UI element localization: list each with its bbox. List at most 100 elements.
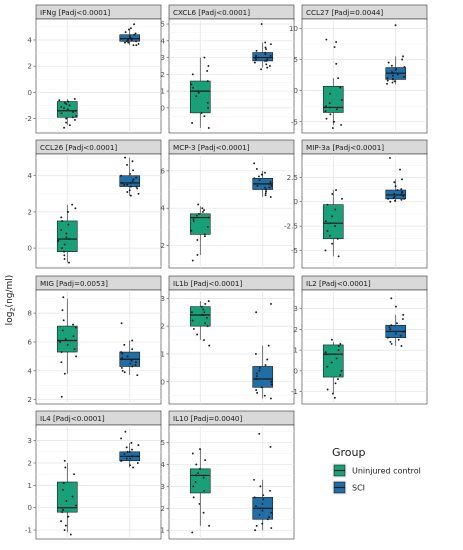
data-point	[120, 437, 123, 440]
data-point	[199, 448, 201, 451]
data-point	[134, 364, 137, 366]
data-point	[254, 353, 257, 355]
y-tick-label: 0	[293, 86, 298, 95]
data-point	[200, 111, 203, 114]
data-point	[264, 186, 266, 189]
data-point	[334, 382, 337, 385]
y-tick-label: 2	[27, 395, 32, 404]
data-point	[400, 188, 403, 191]
data-point	[254, 56, 257, 59]
data-point	[64, 524, 67, 527]
data-point	[326, 365, 329, 368]
facet-panel: MIG [Padj=0.0053] 2 4 6 8	[27, 275, 162, 405]
data-point	[392, 196, 395, 199]
data-point	[60, 216, 63, 219]
data-point	[329, 113, 332, 116]
data-point	[325, 117, 328, 120]
data-point	[386, 79, 389, 82]
data-point	[331, 242, 334, 245]
data-point	[134, 32, 137, 35]
legend-label-control: Uninjured control	[352, 467, 421, 476]
data-point	[129, 464, 131, 467]
data-point	[263, 394, 266, 397]
facet-panel: CCL27 [Padj=0.0044] -5 0 5 10	[289, 4, 428, 134]
data-point	[203, 115, 206, 118]
data-point	[403, 75, 405, 78]
facet-title: CCL27 [Padj=0.0044]	[306, 8, 383, 17]
data-point	[191, 531, 194, 534]
y-tick-label: 2	[160, 241, 165, 250]
data-point	[202, 511, 205, 514]
data-point	[260, 68, 263, 71]
data-point	[132, 466, 134, 469]
data-point	[335, 108, 338, 111]
plot-area	[35, 289, 162, 405]
data-point	[206, 80, 209, 82]
data-point	[264, 194, 267, 197]
data-point	[393, 80, 396, 83]
data-point	[388, 326, 391, 329]
plot-area	[35, 424, 162, 540]
y-tick-label: 2	[27, 207, 32, 216]
y-axis-label-suffix: (ng/ml)	[5, 275, 15, 308]
data-point	[196, 239, 199, 241]
y-tick-label: 2	[160, 70, 165, 79]
y-tick-label: -2.5	[284, 222, 298, 231]
data-point	[126, 183, 129, 186]
data-point	[191, 319, 194, 322]
data-point	[120, 351, 123, 354]
data-point	[206, 225, 209, 228]
data-point	[389, 328, 392, 331]
data-point	[131, 160, 134, 163]
data-point	[190, 83, 193, 86]
data-point	[207, 127, 210, 129]
y-tick-label: 3	[27, 436, 32, 445]
data-point	[125, 446, 128, 449]
data-point	[68, 261, 70, 264]
data-point	[137, 444, 140, 447]
data-point	[264, 46, 267, 49]
data-point	[132, 178, 135, 181]
data-point	[125, 40, 128, 43]
data-point	[132, 169, 135, 172]
data-point	[131, 365, 134, 368]
data-point	[341, 197, 343, 200]
plot-area	[301, 289, 428, 405]
data-point	[67, 515, 70, 518]
y-tick-label: 1	[27, 481, 32, 490]
plot-area	[301, 18, 428, 134]
data-point	[389, 340, 392, 343]
y-tick-label: -2	[25, 114, 32, 123]
data-point	[191, 121, 194, 124]
data-point	[129, 362, 132, 365]
box	[189, 306, 211, 327]
data-point	[132, 44, 135, 47]
data-point	[126, 163, 128, 166]
data-point	[126, 450, 129, 453]
data-point	[127, 28, 130, 31]
y-tick-label: -5	[291, 117, 298, 126]
data-point	[67, 108, 69, 111]
data-point	[136, 455, 139, 458]
data-point	[191, 311, 193, 314]
data-point	[206, 325, 209, 328]
data-point	[129, 194, 132, 197]
data-point	[136, 374, 139, 377]
data-point	[326, 388, 329, 391]
data-point	[123, 183, 126, 186]
box	[56, 220, 78, 253]
facet-title: MIG [Padj=0.0053]	[40, 279, 108, 288]
data-point	[328, 102, 331, 105]
data-point	[63, 258, 66, 260]
data-point	[324, 110, 327, 113]
data-point	[202, 476, 205, 479]
plot-area	[301, 153, 428, 269]
box	[119, 175, 141, 187]
data-point	[135, 176, 138, 179]
data-point	[394, 185, 397, 188]
data-point	[401, 58, 404, 61]
data-point	[61, 511, 64, 514]
data-point	[269, 43, 272, 46]
y-tick-label: 2	[27, 459, 32, 468]
data-point	[269, 397, 272, 400]
